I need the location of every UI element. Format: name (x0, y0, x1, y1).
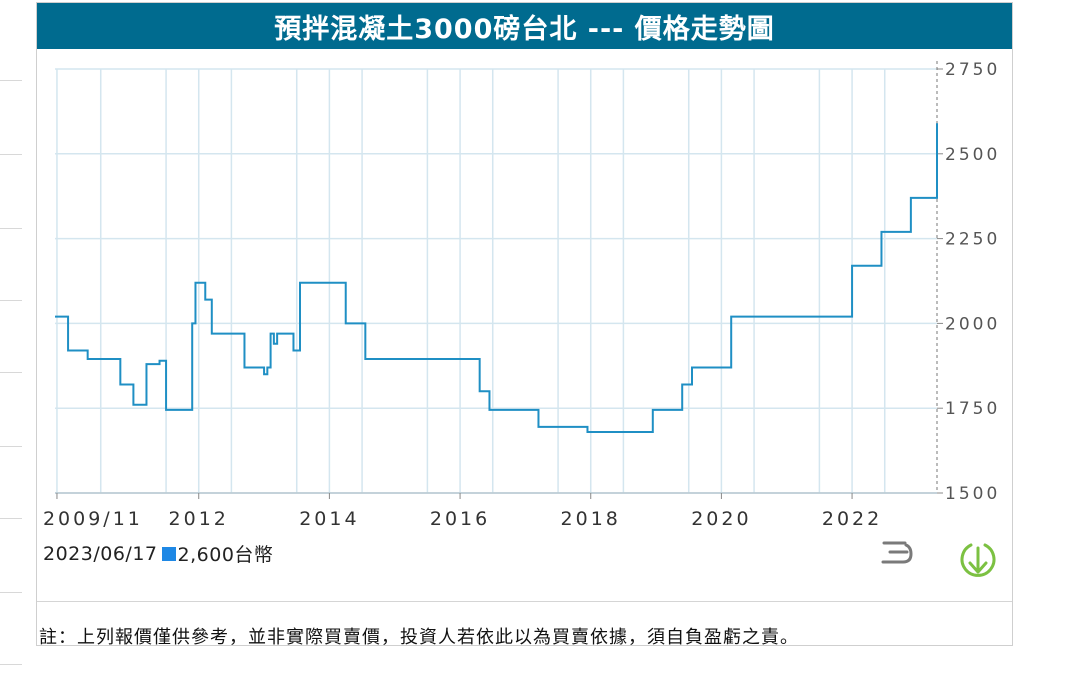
y-tick-label: 1500 (945, 484, 1000, 504)
y-tick-label: 2250 (945, 230, 1000, 250)
x-tick-label: 2014 (299, 508, 359, 530)
x-tick-label: 2012 (169, 508, 229, 530)
price-trend-chart: 2009/11 2012 2014 2016 2018 2020 2022 1500 1750… (43, 60, 1000, 530)
x-tick-label: 2020 (691, 508, 751, 530)
chart-menu-button[interactable] (881, 535, 917, 571)
y-tick-label: 1750 (945, 399, 1000, 419)
series-swatch (161, 546, 176, 561)
x-tick-label: 2016 (430, 508, 490, 530)
download-button[interactable] (959, 539, 997, 585)
y-tick-label: 2500 (945, 145, 1000, 165)
x-tick-label: 2022 (822, 508, 882, 530)
x-tick-label: 2009/11 (43, 508, 143, 530)
y-axis-tick-labels: 1500 1750 2000 2250 2500 2750 (945, 60, 1000, 504)
readout-value: 2,600台幣 (177, 544, 274, 566)
price-series-line (55, 123, 938, 433)
x-tick-label: 2018 (561, 508, 621, 530)
footer-divider (37, 601, 1012, 602)
chart-axes (55, 61, 943, 499)
vertical-gridlines (56, 69, 886, 493)
disclaimer-note: 註：上列報價僅供參考，並非實際買賣價，投資人若依此以為買賣依據，須自負盈虧之責。 (39, 627, 799, 648)
y-tick-label: 2000 (945, 314, 1000, 334)
hover-readout: 2023/06/17 2,600台幣 (43, 540, 273, 567)
x-axis-tick-labels: 2009/11 2012 2014 2016 2018 2020 2022 (43, 508, 882, 530)
y-tick-label: 2750 (945, 60, 1000, 80)
hamburger-menu-icon (881, 541, 913, 564)
download-icon (960, 543, 996, 577)
chart-title: 預拌混凝土3000磅台北 --- 價格走勢圖 (37, 3, 1012, 49)
horizontal-gridlines (55, 68, 937, 494)
price-chart-panel: 預拌混凝土3000磅台北 --- 價格走勢圖 2009/11 2012 2014 20… (36, 2, 1013, 648)
left-edge-ticks (0, 0, 30, 689)
readout-date: 2023/06/17 (43, 542, 158, 565)
